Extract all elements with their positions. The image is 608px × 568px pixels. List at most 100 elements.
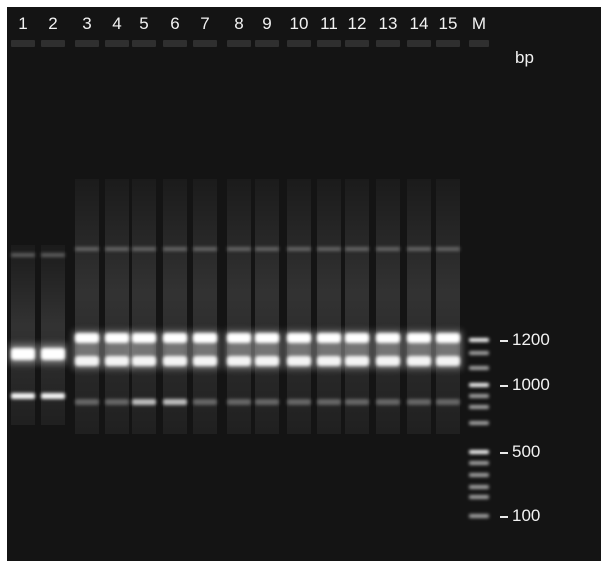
band-upper-4 (105, 333, 129, 343)
well-10 (287, 40, 311, 47)
band-lower-9 (255, 356, 279, 366)
ladder-band-6 (469, 405, 489, 409)
well-11 (317, 40, 341, 47)
well-3 (75, 40, 99, 47)
band-lower-7 (193, 356, 217, 366)
lane-label-8: 8 (234, 14, 244, 33)
lane-label-15: 15 (438, 14, 458, 33)
lane-smear-3 (75, 179, 99, 434)
well-6 (163, 40, 187, 47)
lane-smear-11 (317, 179, 341, 434)
well-7 (193, 40, 217, 47)
gel-canvas (9, 40, 489, 518)
size-tick-100 (500, 515, 508, 518)
ladder-band-8 (469, 450, 489, 454)
band-low-15 (436, 399, 460, 405)
faint-band-14 (407, 247, 431, 251)
band-main-2 (41, 348, 65, 360)
size-tick-1000 (500, 384, 508, 387)
band-lower-15 (436, 356, 460, 366)
band-upper-8 (227, 333, 251, 343)
lane-smear-13 (376, 179, 400, 434)
ladder-band-9 (469, 461, 489, 465)
well-8 (227, 40, 251, 47)
well-1 (11, 40, 35, 47)
band-lower-8 (227, 356, 251, 366)
faint-band-5 (132, 247, 156, 251)
band-low-3 (75, 399, 99, 405)
lane-smear-15 (436, 179, 460, 434)
well-marker (469, 40, 489, 47)
ladder-band-10 (469, 473, 489, 477)
band-upper-12 (345, 333, 369, 343)
band-lower-5 (132, 356, 156, 366)
faint-band-2 (41, 253, 65, 257)
band-low-11 (317, 399, 341, 405)
band-low-13 (376, 399, 400, 405)
ladder-band-12 (469, 495, 489, 499)
marker-size-1200-text: 1200 (512, 330, 550, 349)
marker-size-100: 100 (500, 506, 540, 526)
lane-smear-5 (132, 179, 156, 434)
marker-size-1000-text: 1000 (512, 375, 550, 394)
band-lower-11 (317, 356, 341, 366)
band-low-1 (11, 393, 35, 399)
well-5 (132, 40, 156, 47)
ladder-band-11 (469, 485, 489, 489)
lane-smear-6 (163, 179, 187, 434)
ladder-band-2 (469, 351, 489, 355)
band-upper-15 (436, 333, 460, 343)
ladder-band-5 (469, 394, 489, 398)
lane-smear-8 (227, 179, 251, 434)
band-low-4 (105, 399, 129, 405)
band-main-1 (11, 348, 35, 360)
ladder-band-7 (469, 421, 489, 425)
sample-lanes (9, 179, 462, 434)
lane-label-12: 12 (347, 14, 367, 33)
ladder-band-1 (469, 338, 489, 342)
band-upper-14 (407, 333, 431, 343)
band-low-9 (255, 399, 279, 405)
lane-label-7: 7 (200, 14, 210, 33)
wells-row (11, 40, 489, 47)
band-upper-5 (132, 333, 156, 343)
size-tick-1200 (500, 339, 508, 342)
band-low-5 (132, 399, 156, 405)
size-unit-label: bp (515, 48, 534, 67)
band-low-12 (345, 399, 369, 405)
marker-ladder-lane (469, 338, 489, 518)
band-upper-7 (193, 333, 217, 343)
well-4 (105, 40, 129, 47)
faint-band-8 (227, 247, 251, 251)
band-low-7 (193, 399, 217, 405)
band-upper-10 (287, 333, 311, 343)
faint-band-12 (345, 247, 369, 251)
band-low-14 (407, 399, 431, 405)
band-upper-11 (317, 333, 341, 343)
size-tick-500 (500, 451, 508, 454)
lane-label-9: 9 (262, 14, 272, 33)
lane-smear-4 (105, 179, 129, 434)
faint-band-1 (11, 253, 35, 257)
lane-smear-10 (287, 179, 311, 434)
lane-label-3: 3 (82, 14, 92, 33)
band-upper-9 (255, 333, 279, 343)
faint-band-10 (287, 247, 311, 251)
faint-band-3 (75, 247, 99, 251)
band-lower-6 (163, 356, 187, 366)
lane-label-5: 5 (139, 14, 149, 33)
marker-size-500: 500 (500, 442, 540, 462)
faint-band-7 (193, 247, 217, 251)
band-upper-6 (163, 333, 187, 343)
ladder-band-13 (469, 514, 489, 518)
band-lower-10 (287, 356, 311, 366)
well-15 (436, 40, 460, 47)
well-12 (345, 40, 369, 47)
well-2 (41, 40, 65, 47)
band-lower-3 (75, 356, 99, 366)
lane-label-10: 10 (289, 14, 309, 33)
band-lower-14 (407, 356, 431, 366)
band-low-10 (287, 399, 311, 405)
faint-band-4 (105, 247, 129, 251)
band-upper-13 (376, 333, 400, 343)
